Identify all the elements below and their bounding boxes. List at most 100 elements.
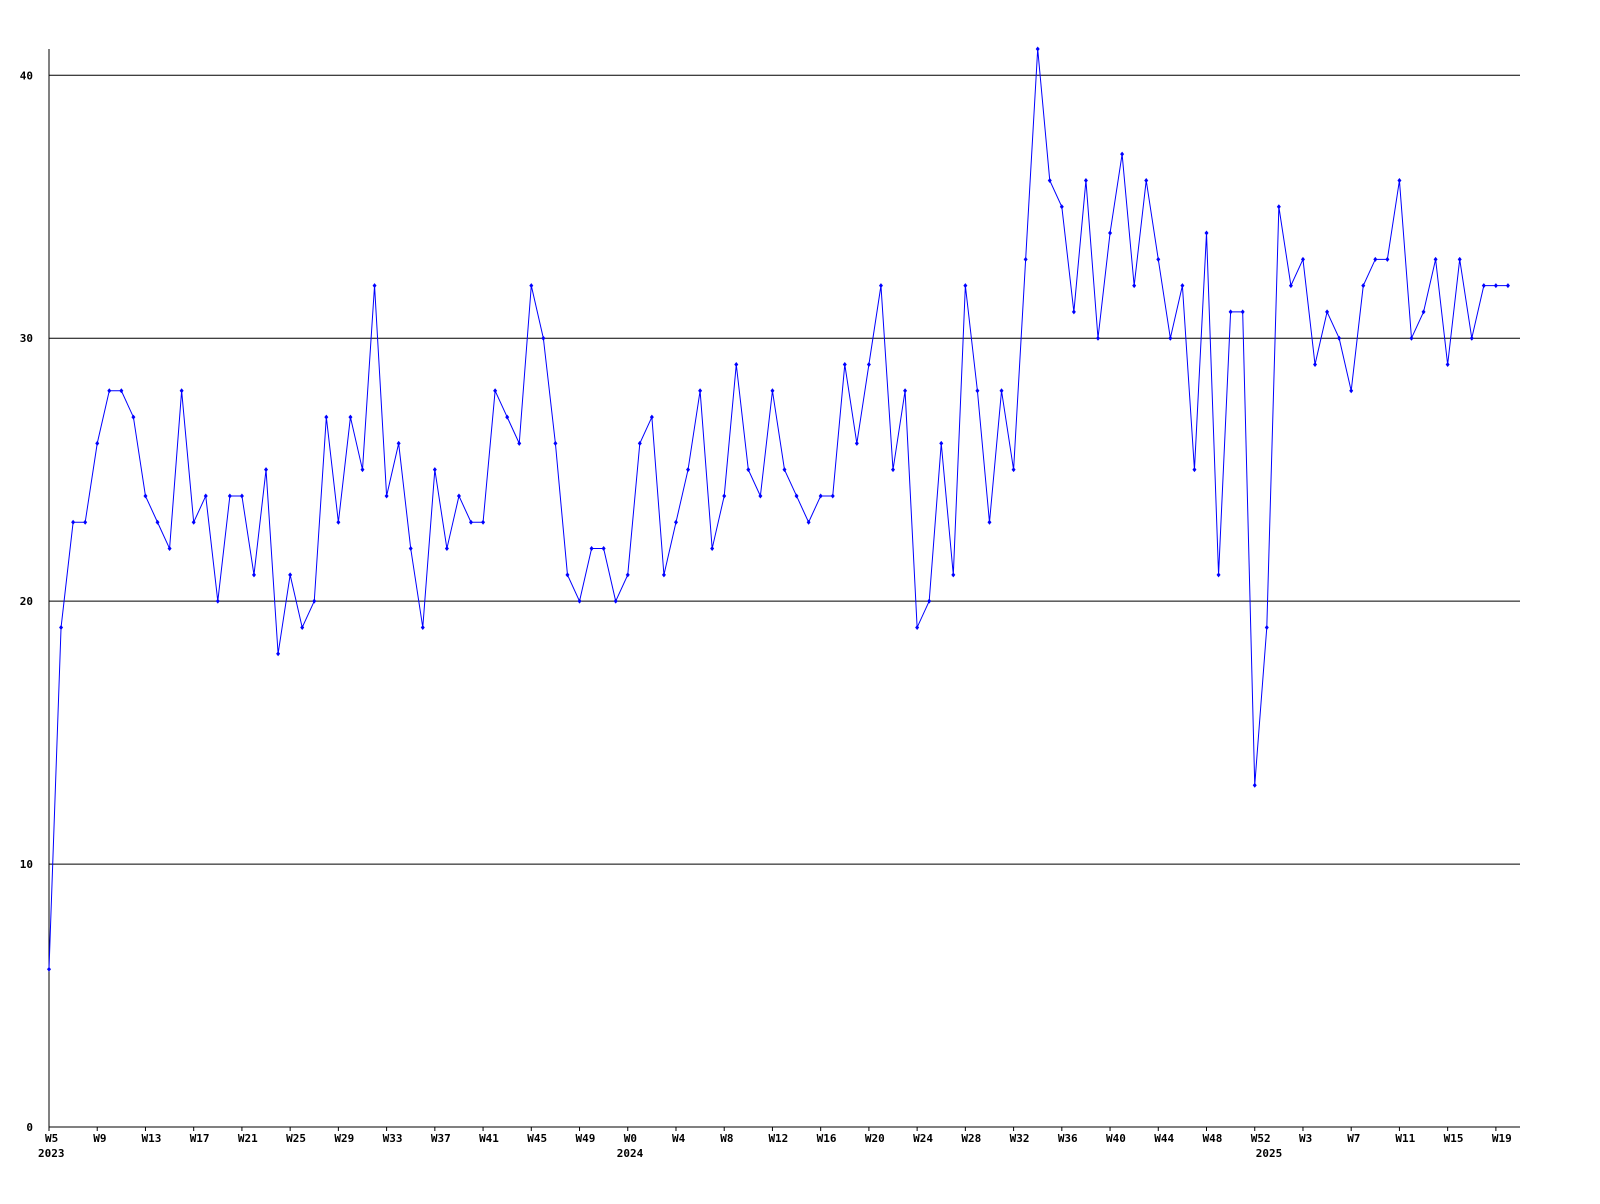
x-tick-label: W19 (1492, 1132, 1512, 1145)
point (1264, 624, 1269, 630)
point (1132, 283, 1137, 289)
point (625, 572, 630, 578)
point (469, 519, 474, 525)
point (384, 493, 389, 499)
point (1180, 283, 1185, 289)
point (854, 440, 859, 446)
x-tick-label: W15 (1444, 1132, 1464, 1145)
point (83, 519, 88, 525)
point (1349, 388, 1354, 394)
y-tick-label: 20 (20, 595, 33, 608)
x-tick-label: W37 (431, 1132, 451, 1145)
point (336, 519, 341, 525)
point (999, 388, 1004, 394)
x-tick-label: W12 (768, 1132, 788, 1145)
point (107, 388, 112, 394)
x-tick-label: W24 (913, 1132, 933, 1145)
point (1469, 335, 1474, 341)
y-tick-label: 10 (20, 858, 33, 871)
point (505, 414, 510, 420)
point (203, 493, 208, 499)
point (710, 546, 715, 552)
point (276, 651, 281, 657)
point (372, 283, 377, 289)
point (1023, 256, 1028, 262)
point (529, 283, 534, 289)
point (866, 362, 871, 368)
x-year-label: 2024 (617, 1147, 644, 1160)
point (1397, 177, 1402, 183)
point (227, 493, 232, 499)
point (746, 467, 751, 473)
point (215, 598, 220, 604)
point (239, 493, 244, 499)
point (155, 519, 160, 525)
x-tick-label: W49 (576, 1132, 596, 1145)
x-tick-label: W9 (93, 1132, 106, 1145)
point (420, 624, 425, 630)
x-tick-label: W40 (1106, 1132, 1126, 1145)
x-tick-label: W45 (527, 1132, 547, 1145)
point (71, 519, 76, 525)
point (613, 598, 618, 604)
x-tick-label: W48 (1203, 1132, 1223, 1145)
point (264, 467, 269, 473)
point (1276, 204, 1281, 210)
line (48, 48, 1508, 970)
point (481, 519, 486, 525)
point (1011, 467, 1016, 473)
point (300, 624, 305, 630)
point (1228, 309, 1233, 315)
point (1445, 362, 1450, 368)
x-tick-label: W28 (961, 1132, 981, 1145)
point (1409, 335, 1414, 341)
point (915, 624, 920, 630)
point (649, 414, 654, 420)
point (842, 362, 847, 368)
point (565, 572, 570, 578)
point (396, 440, 401, 446)
point (119, 388, 124, 394)
point (975, 388, 980, 394)
point (348, 414, 353, 420)
point (577, 598, 582, 604)
x-tick-label: W16 (817, 1132, 837, 1145)
point (1421, 309, 1426, 315)
point (770, 388, 775, 394)
point (1168, 335, 1173, 341)
point (1361, 283, 1366, 289)
x-tick-label: W7 (1347, 1132, 1360, 1145)
x-tick-label: W32 (1010, 1132, 1030, 1145)
point (1300, 256, 1305, 262)
point (1505, 283, 1510, 289)
point (167, 546, 172, 552)
point (143, 493, 148, 499)
point (553, 440, 558, 446)
point (456, 493, 461, 499)
point (1457, 256, 1462, 262)
x-tick-label: W41 (479, 1132, 499, 1145)
point (1095, 335, 1100, 341)
x-tick-label: W11 (1395, 1132, 1415, 1145)
x-tick-label: W20 (865, 1132, 885, 1145)
x-tick-label: W3 (1299, 1132, 1312, 1145)
point (951, 572, 956, 578)
x-tick-label: W5 (45, 1132, 58, 1145)
point (963, 283, 968, 289)
point (987, 519, 992, 525)
x-tick-label: W44 (1154, 1132, 1174, 1145)
point (1288, 283, 1293, 289)
x-tick-label: W25 (286, 1132, 306, 1145)
point (903, 388, 908, 394)
x-tick-label: W33 (383, 1132, 403, 1145)
point (927, 598, 932, 604)
point (179, 388, 184, 394)
y-tick-label: 0 (26, 1121, 33, 1134)
point (1035, 46, 1040, 52)
point (1216, 572, 1221, 578)
y-tick-label: 40 (20, 69, 33, 82)
point (1493, 283, 1498, 289)
point (1204, 230, 1209, 236)
point (493, 388, 498, 394)
